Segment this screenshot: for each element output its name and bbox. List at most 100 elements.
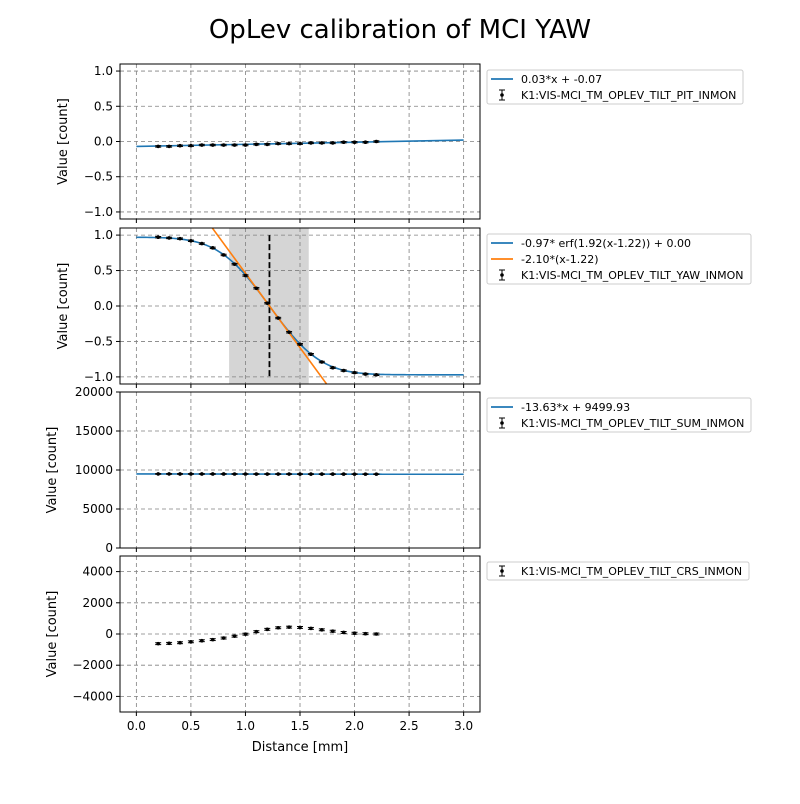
data-point	[287, 330, 291, 334]
data-point	[298, 142, 302, 146]
data-point	[320, 141, 324, 145]
data-point	[342, 472, 346, 476]
data-point	[222, 253, 226, 257]
x-tick-label: 2.0	[345, 719, 364, 733]
legend: -13.63*x + 9499.93 K1:VIS-MCI_TM_OPLEV_TI…	[487, 398, 751, 432]
data-point	[331, 472, 335, 476]
y-tick-label: 0.5	[94, 99, 113, 113]
data-point	[342, 369, 346, 373]
y-tick-label: 4000	[82, 565, 113, 579]
legend-label: -2.10*(x-1.22)	[521, 253, 599, 266]
data-point	[353, 472, 357, 476]
data-point	[156, 472, 160, 476]
data-point	[178, 144, 182, 148]
legend-label: -0.97* erf(1.92(x-1.22)) + 0.00	[521, 237, 691, 250]
data-point	[200, 472, 204, 476]
legend-label: K1:VIS-MCI_TM_OPLEV_TILT_YAW_INMON	[521, 269, 743, 282]
legend: K1:VIS-MCI_TM_OPLEV_TILT_CRS_INMON	[487, 562, 749, 580]
data-point	[189, 239, 193, 243]
data-point	[276, 626, 280, 630]
legend-errorbar-dot	[500, 273, 504, 277]
data-point	[189, 472, 193, 476]
data-point	[255, 143, 259, 147]
data-point	[211, 246, 215, 250]
data-point	[178, 237, 182, 241]
y-tick-label: −0.5	[84, 170, 113, 184]
y-tick-label: 0	[105, 627, 113, 641]
data-point	[189, 144, 193, 148]
data-point	[276, 472, 280, 476]
y-tick-label: 1.0	[94, 64, 113, 78]
data-point	[309, 141, 313, 145]
x-tick-label: 0.5	[181, 719, 200, 733]
y-tick-label: 20000	[75, 385, 113, 399]
x-tick-label: 1.0	[236, 719, 255, 733]
data-point	[255, 630, 259, 634]
data-point	[178, 641, 182, 645]
data-point	[375, 140, 379, 144]
data-point	[222, 472, 226, 476]
data-point	[298, 342, 302, 346]
data-point	[211, 472, 215, 476]
y-tick-label: 0	[105, 541, 113, 555]
legend-label: -13.63*x + 9499.93	[521, 401, 630, 414]
data-point	[353, 140, 357, 144]
y-tick-label: −1.0	[84, 205, 113, 219]
data-point	[320, 360, 324, 364]
data-point	[222, 143, 226, 147]
y-tick-label: 0.0	[94, 299, 113, 313]
panel-pit: −1.0 −0.5 0.0 0.5 1.0 Value [count] 0.03*x + -…	[56, 64, 743, 223]
data-point	[331, 141, 335, 145]
data-point	[167, 472, 171, 476]
data-point	[265, 628, 269, 632]
plot-area	[155, 625, 379, 645]
plot-area	[136, 472, 463, 476]
data-point	[320, 628, 324, 632]
x-tick-label: 0.0	[127, 719, 146, 733]
data-point	[233, 143, 237, 147]
data-point	[320, 472, 324, 476]
data-point	[244, 632, 248, 636]
data-point	[309, 627, 313, 631]
data-point	[233, 634, 237, 638]
data-point	[211, 143, 215, 147]
y-tick-label: 10000	[75, 463, 113, 477]
legend-label: 0.03*x + -0.07	[521, 73, 602, 86]
data-point	[233, 472, 237, 476]
legend-errorbar-dot	[500, 569, 504, 573]
data-point	[255, 472, 259, 476]
data-point	[233, 262, 237, 266]
y-tick-label: −4000	[72, 689, 113, 703]
x-tick-label: 3.0	[454, 719, 473, 733]
y-tick-label: −2000	[72, 658, 113, 672]
data-point	[276, 142, 280, 146]
data-point	[200, 242, 204, 246]
y-tick-label: 5000	[82, 502, 113, 516]
x-tick-label: 1.5	[290, 719, 309, 733]
y-axis-label: Value [count]	[56, 98, 71, 185]
x-tick-label: 2.5	[400, 719, 419, 733]
legend-label: K1:VIS-MCI_TM_OPLEV_TILT_SUM_INMON	[521, 417, 744, 430]
data-point	[156, 235, 160, 239]
data-point	[364, 472, 368, 476]
data-point	[211, 638, 215, 642]
data-point	[200, 143, 204, 147]
y-axis-label: Value [count]	[45, 427, 60, 514]
data-point	[342, 631, 346, 635]
data-point	[156, 145, 160, 149]
data-point	[167, 642, 171, 646]
data-point	[265, 472, 269, 476]
x-axis-label: Distance [mm]	[252, 740, 348, 755]
data-point	[276, 316, 280, 320]
y-tick-label: −1.0	[84, 370, 113, 384]
data-point	[342, 140, 346, 144]
data-point	[309, 472, 313, 476]
data-point	[364, 140, 368, 144]
y-axis-label: Value [count]	[56, 263, 71, 350]
data-point	[287, 625, 291, 629]
y-tick-label: 0.0	[94, 135, 113, 149]
